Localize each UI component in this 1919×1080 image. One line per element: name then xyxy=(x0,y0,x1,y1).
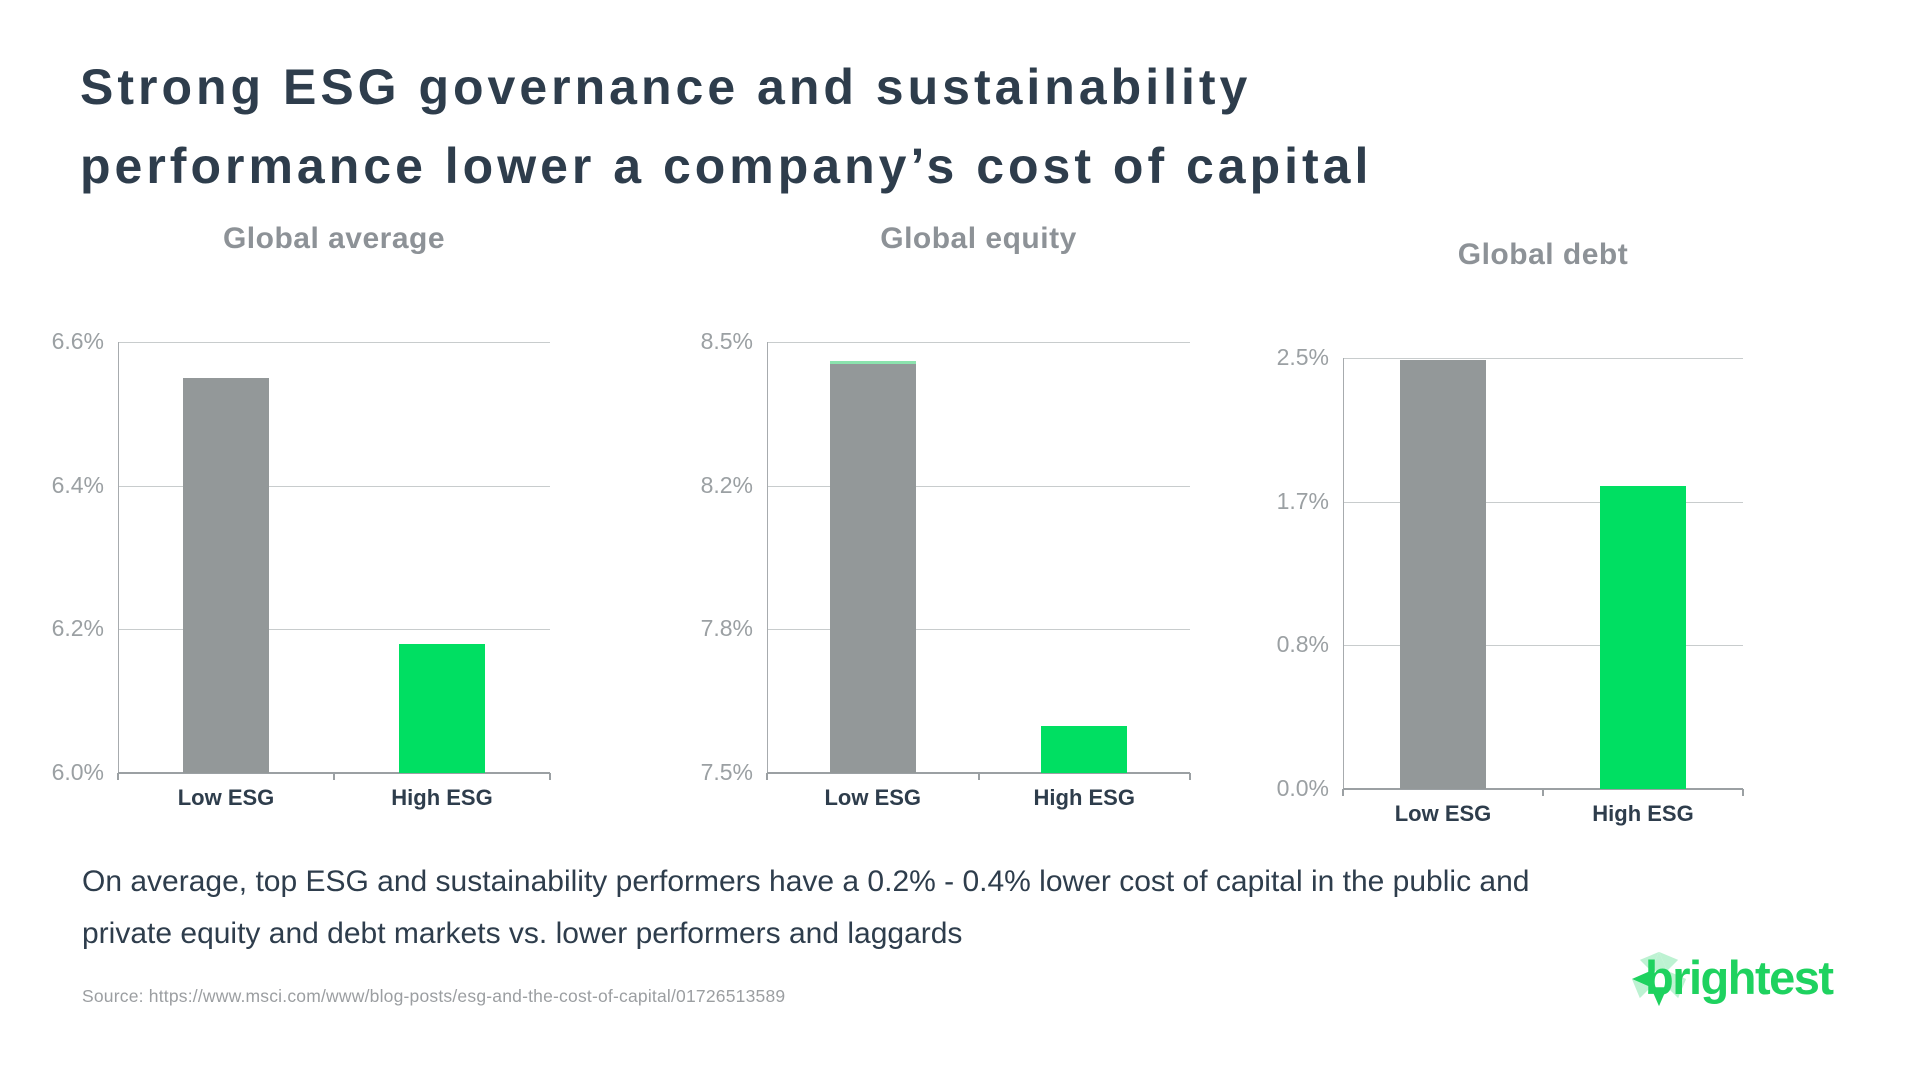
y-axis-tick-label: 6.6% xyxy=(51,328,104,354)
gridline xyxy=(767,629,1190,631)
low-esg-bar xyxy=(183,377,269,773)
x-axis-tick xyxy=(1189,773,1191,780)
chart-global-average: 6.6% 6.4% 6.2% 6.0% Low ESG High ESG xyxy=(52,328,551,810)
x-category-label-high-esg: High ESG xyxy=(1592,801,1694,826)
high-esg-bar xyxy=(1600,485,1686,789)
y-axis-tick-label: 6.2% xyxy=(51,615,104,642)
gridline xyxy=(1343,358,1743,359)
summary-text: On average, top ESG and sustainability p… xyxy=(82,865,1530,950)
x-category-label-high-esg: High ESG xyxy=(391,785,493,810)
y-axis-line xyxy=(1343,358,1344,789)
gridline xyxy=(767,485,1190,487)
y-axis-tick-label: 1.7% xyxy=(1276,487,1329,514)
page-title: Strong ESG governance and sustainability… xyxy=(80,48,1372,206)
y-axis-tick-label: 2.5% xyxy=(1276,344,1329,370)
x-axis-tick xyxy=(117,773,119,780)
x-axis-tick xyxy=(1542,789,1544,796)
y-axis-tick-label: 6.4% xyxy=(51,471,104,498)
logo-wordmark: brightest xyxy=(1645,951,1834,1004)
gridline xyxy=(118,629,550,631)
x-category-label-low-esg: Low ESG xyxy=(177,785,275,810)
high-esg-bar xyxy=(1041,725,1128,773)
y-axis-tick-label: 7.5% xyxy=(700,759,753,785)
x-axis-tick xyxy=(333,773,335,780)
x-category-label-low-esg: Low ESG xyxy=(824,785,922,810)
y-axis-line xyxy=(767,342,768,773)
starburst-icon xyxy=(1631,951,1687,1007)
gridline xyxy=(118,485,550,487)
chart-global-equity: 8.5% 8.2% 7.8% 7.5% Low ESG High ESG xyxy=(701,328,1191,810)
x-axis-tick xyxy=(1342,789,1344,796)
source-text: Source: https://www.msci.com/www/blog-po… xyxy=(82,986,786,1006)
x-axis-tick xyxy=(766,773,768,780)
x-axis-tick xyxy=(1742,789,1744,796)
y-axis-line xyxy=(118,342,119,773)
chart-global-debt: 2.5% 1.7% 0.8% 0.0% Low ESG High ESG xyxy=(1277,344,1744,826)
x-axis-tick xyxy=(977,773,980,780)
chart-title-global-equity: Global equity xyxy=(880,222,1077,255)
gridline xyxy=(767,342,1190,343)
chart-title-global-debt: Global debt xyxy=(1457,238,1629,271)
low-esg-bar xyxy=(829,360,916,773)
y-axis-tick-label: 6.0% xyxy=(51,759,104,785)
y-axis-tick-label: 8.5% xyxy=(700,328,753,354)
x-category-label-high-esg: High ESG xyxy=(1033,785,1135,810)
y-axis-tick-label: 8.2% xyxy=(700,471,753,498)
gridline xyxy=(1343,645,1743,647)
high-esg-bar xyxy=(399,643,485,773)
brightest-logo: brightest xyxy=(1631,948,1912,1028)
gridline xyxy=(118,342,550,343)
gridline xyxy=(1343,501,1743,503)
x-category-label-low-esg: Low ESG xyxy=(1394,801,1492,826)
chart-title-global-average: Global average xyxy=(222,222,446,255)
page-title-line1: Strong ESG governance and sustainability xyxy=(80,59,1252,115)
x-axis-tick xyxy=(549,773,551,780)
y-axis-tick-label: 7.8% xyxy=(700,615,753,642)
low-esg-bar xyxy=(1400,359,1486,789)
y-axis-tick-label: 0.8% xyxy=(1276,631,1329,658)
page-title-line2: performance lower a company’s cost of ca… xyxy=(80,138,1373,194)
y-axis-tick-label: 0.0% xyxy=(1276,775,1329,801)
